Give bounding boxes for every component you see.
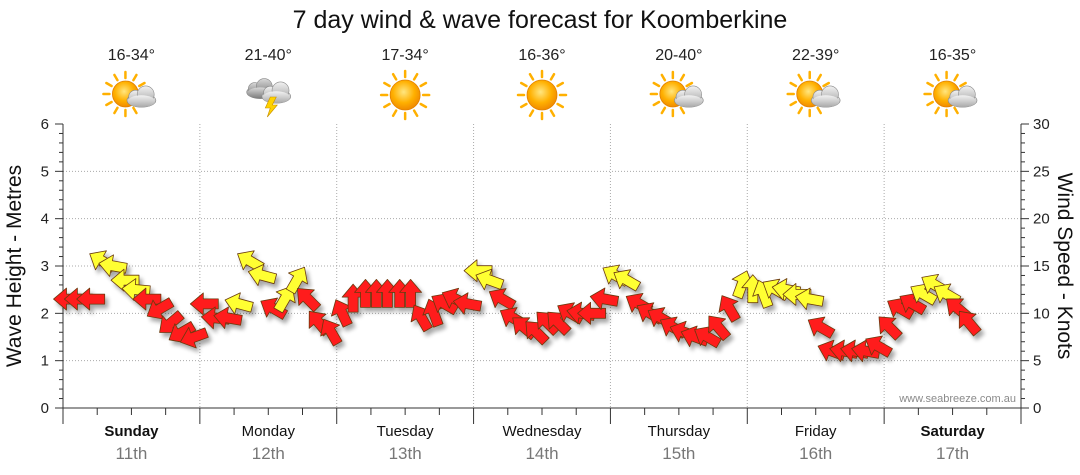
temp-range-label: 16-34° [108,47,155,64]
wind-arrow [577,301,606,325]
wind-arrow [285,266,308,295]
y-right-axis-label: Wind Speed - Knots [1053,173,1076,360]
y-right-tick-label: 20 [1033,211,1050,228]
y-right-tick-label: 0 [1033,400,1041,417]
temperature-labels: 16-34° 21-40° 17-34° 16-36° 20-40° 22-39° 16-3… [108,47,976,64]
wind-arrow [296,288,322,313]
y-left-tick-label: 6 [41,116,49,133]
y-left-tick-label: 0 [41,400,49,417]
day-labels: Sunday 11th Monday 12th Tuesday 13th Wednesday… [104,423,985,463]
wind-arrow [132,287,162,311]
wind-arrow [708,315,732,342]
partly-cloudy-icon [923,70,978,118]
wind-arrow [98,254,128,277]
temp-range-label: 21-40° [245,47,292,64]
day-date-label: 16th [799,444,832,463]
wind-arrow [718,295,741,323]
y-right-tick-label: 30 [1033,116,1050,133]
wind-arrow [878,316,903,341]
wind-arrow [260,297,288,320]
wind-arrow [375,278,399,308]
sun-icon [379,69,431,121]
wind-arrow [213,306,243,329]
partly-cloudy-icon [786,70,841,118]
wind-arrow [224,292,254,315]
watermark: www.seabreeze.com.au [898,393,1016,405]
temp-range-label: 20-40° [655,47,702,64]
storm-icon [246,78,292,118]
wind-arrow [273,285,296,314]
y-right-tick-label: 15 [1033,258,1050,275]
wind-arrow [488,288,517,311]
day-date-label: 15th [662,444,695,463]
day-date-label: 11th [116,444,148,463]
y-left-axis-label: Wave Height - Metres [3,165,26,367]
day-name-label: Wednesday [503,423,582,440]
wind-arrow [452,292,483,315]
wind-arrow [320,318,343,347]
temp-range-label: 17-34° [381,47,428,64]
partly-cloudy-icon [102,70,157,118]
wind-arrow [589,287,620,310]
wind-arrow [76,287,106,311]
wind-arrow [525,321,550,346]
y-left-tick-label: 5 [41,163,49,180]
wind-arrow [694,326,722,349]
wind-arrow [110,268,140,292]
wind-arrow [247,263,278,287]
weather-icons [102,69,978,121]
wind-arrow [613,269,642,292]
day-name-label: Saturday [920,423,985,440]
wind-arrow [475,268,505,291]
axes [55,123,1029,424]
wind-arrow [547,311,572,336]
y-left-tick-label: 4 [41,211,49,228]
sun-icon [516,69,568,121]
y-right-tick-labels: 0 5 10 15 20 25 30 [1033,116,1050,417]
wind-arrow [807,316,836,339]
day-name-label: Friday [795,423,837,440]
y-left-tick-label: 2 [41,305,49,322]
day-date-label: 14th [525,444,558,463]
wind-arrow [237,250,265,273]
y-right-tick-label: 10 [1033,305,1050,322]
wind-arrow [910,283,938,306]
wind-arrow [146,297,175,320]
wind-arrow [330,299,353,328]
wind-arrow [399,278,423,308]
partly-cloudy-icon [649,70,704,118]
day-name-label: Monday [242,423,296,440]
wind-arrow [179,326,209,349]
y-right-tick-label: 25 [1033,163,1050,180]
day-name-label: Tuesday [377,423,434,440]
day-name-label: Sunday [104,423,159,440]
y-left-tick-label: 1 [41,353,49,370]
wind-arrow [899,292,928,316]
y-left-tick-labels: 0 1 2 3 4 5 6 [41,116,49,417]
wind-arrow [865,335,893,358]
temp-range-label: 22-39° [792,47,839,64]
wind-arrows [53,250,982,363]
temp-range-label: 16-35° [929,47,976,64]
y-left-tick-label: 3 [41,258,49,275]
y-right-tick-label: 5 [1033,353,1041,370]
day-name-label: Thursday [648,423,711,440]
day-date-label: 17th [936,444,969,463]
wind-arrow [189,292,219,316]
chart-title: 7 day wind & wave forecast for Koomberki… [293,6,788,34]
day-date-label: 13th [389,444,422,463]
plot-area [63,124,1021,408]
wind-arrow [795,287,825,310]
day-date-label: 12th [252,444,285,463]
temp-range-label: 16-36° [518,47,565,64]
wind-arrow [958,310,982,337]
